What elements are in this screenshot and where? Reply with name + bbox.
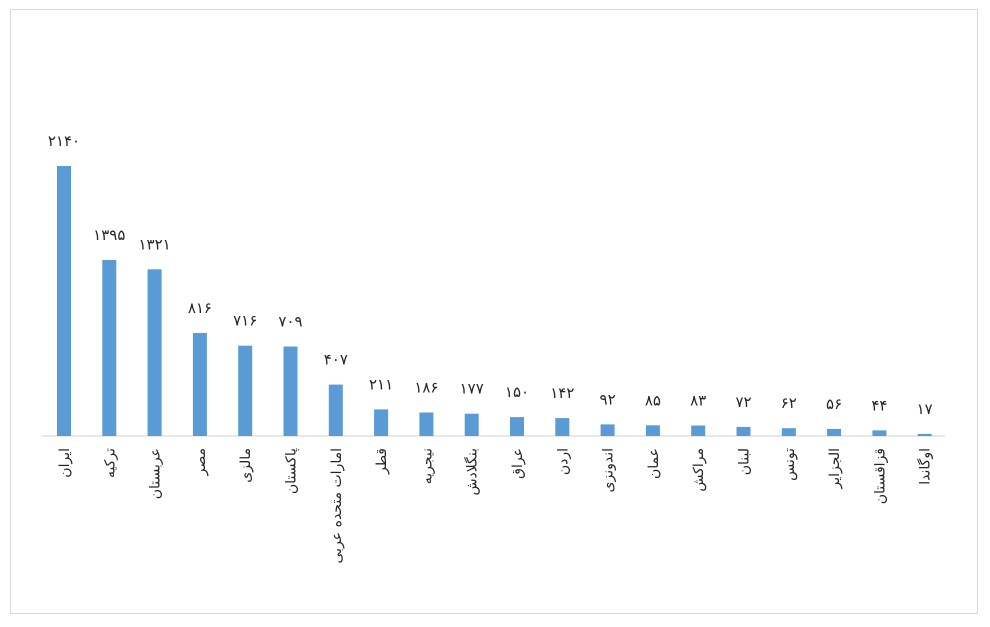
bar — [510, 417, 524, 436]
category-tick-label: لبنان — [737, 448, 753, 475]
data-label: ۷۲ — [735, 393, 751, 411]
category-tick-label: بنگلادش — [464, 448, 481, 496]
data-label: ۱۴۲ — [550, 384, 574, 402]
category-tick-label: ترکیه — [102, 448, 118, 478]
data-label: ۸۳ — [690, 392, 706, 410]
category-tick-label: عربستان — [148, 448, 164, 499]
data-label: ۷۰۹ — [278, 313, 302, 331]
data-label: ۱۳۲۱ — [138, 235, 170, 253]
data-label: ۵۶ — [826, 395, 842, 413]
bar — [419, 412, 434, 436]
bar — [600, 424, 615, 436]
data-label: ۱۸۶ — [414, 379, 438, 397]
category-tick-label: امارات متحده عربی — [329, 448, 345, 563]
category-tick-label: قزاقستان — [872, 448, 888, 504]
category-tick-label: قطر — [374, 448, 390, 475]
category-tick-label: مالزی — [238, 448, 254, 483]
bar — [827, 428, 842, 436]
bar — [917, 433, 932, 436]
data-label: ۶۲ — [781, 394, 797, 412]
bar — [57, 166, 71, 436]
category-tick-label: مراکش — [691, 448, 707, 492]
chart-frame — [10, 9, 978, 614]
category-tick-label: اردن — [555, 448, 571, 475]
bar — [147, 269, 162, 436]
category-tick-label: ایران — [57, 448, 73, 478]
data-label: ۲۱۱ — [369, 375, 393, 393]
data-label: ۱۷۷ — [460, 380, 484, 398]
category-tick-label: نیجریه — [419, 448, 435, 484]
bar — [645, 425, 660, 436]
category-tick-label: عراق — [510, 448, 526, 479]
bar — [102, 260, 117, 436]
data-label: ۸۱۶ — [188, 299, 212, 317]
data-label: ۸۵ — [645, 391, 661, 409]
data-label: ۱۳۹۵ — [93, 226, 125, 244]
category-tick-label: اوگاندا — [917, 448, 934, 485]
bar — [736, 426, 751, 436]
data-label: ۱۵۰ — [505, 383, 529, 401]
category-tick-label: تونس — [782, 448, 798, 481]
bar — [691, 425, 706, 436]
bar — [464, 413, 479, 436]
data-label: ۱۷ — [917, 400, 933, 418]
data-label: ۷۱۶ — [233, 312, 257, 330]
bar — [555, 418, 570, 436]
bar — [872, 430, 887, 436]
data-label: ۲۱۴۰ — [48, 132, 80, 150]
bar — [238, 345, 253, 436]
category-tick-label: اندونزی — [601, 448, 617, 492]
bar — [781, 428, 796, 436]
bar — [192, 333, 207, 436]
category-tick-label: پاکستان — [284, 448, 300, 494]
bar — [283, 346, 298, 436]
data-label: ۹۲ — [600, 390, 616, 408]
category-tick-label: عمان — [646, 448, 662, 479]
bar — [328, 384, 343, 436]
bar — [374, 409, 389, 436]
category-tick-label: مصر — [193, 448, 209, 476]
category-tick-label: الجزایر — [827, 448, 843, 489]
data-label: ۴۴ — [871, 396, 887, 414]
data-label: ۴۰۷ — [324, 351, 348, 369]
